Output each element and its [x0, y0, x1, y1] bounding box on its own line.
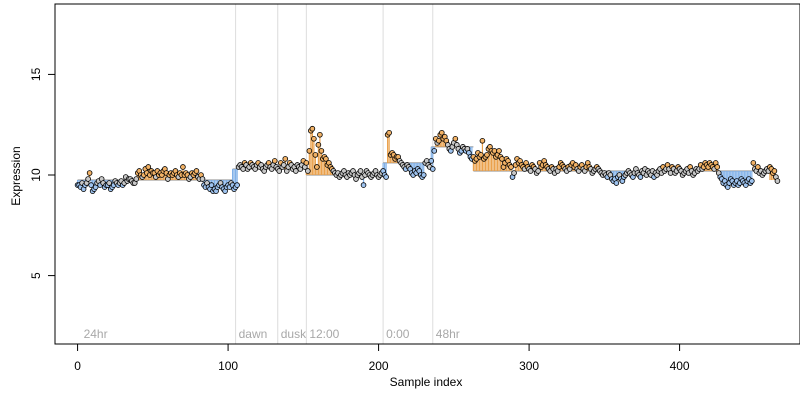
data-point — [774, 178, 781, 184]
data-point — [360, 182, 367, 188]
y-axis: 5 10 15 — [29, 67, 56, 279]
data-point — [479, 138, 486, 144]
data-point — [280, 162, 287, 168]
data-point — [208, 182, 215, 188]
data-point — [88, 182, 94, 188]
data-point — [438, 129, 445, 136]
x-tick-label: 0 — [74, 359, 81, 373]
x-axis: 0 100 200 300 400 — [74, 343, 690, 373]
phase-label: 0:00 — [386, 327, 410, 341]
data-point — [180, 164, 186, 170]
data-point — [315, 142, 322, 148]
data-point — [282, 156, 289, 162]
data-point — [85, 176, 91, 182]
phase-label: 48hr — [436, 327, 460, 341]
data-point — [317, 131, 323, 138]
data-point — [613, 180, 620, 186]
data-point — [386, 129, 392, 136]
data-point — [452, 135, 459, 142]
x-tick-label: 200 — [369, 359, 389, 373]
data-point — [276, 168, 283, 174]
x-tick-label: 400 — [670, 359, 690, 373]
data-point — [755, 164, 761, 170]
data-point — [527, 168, 534, 174]
data-point — [714, 164, 721, 170]
data-point — [429, 166, 436, 172]
y-axis-label: Expression — [9, 146, 23, 205]
data-point — [193, 168, 200, 174]
data-point — [428, 158, 435, 164]
data-point — [311, 135, 317, 142]
data-point — [357, 168, 364, 174]
data-point — [306, 148, 313, 154]
data-point — [318, 148, 325, 154]
data-point — [199, 176, 206, 182]
data-point — [431, 148, 438, 154]
phase-label: 24hr — [84, 327, 108, 341]
data-points — [74, 125, 781, 194]
x-tick-label: 300 — [519, 359, 539, 373]
data-point — [145, 164, 152, 170]
data-point — [771, 168, 778, 174]
data-point — [637, 174, 644, 180]
data-point — [508, 164, 514, 170]
y-tick-label: 5 — [29, 272, 43, 279]
data-point — [133, 176, 140, 182]
y-tick-label: 10 — [29, 168, 43, 182]
data-point — [511, 170, 517, 176]
data-point — [312, 152, 319, 158]
data-point — [303, 160, 310, 166]
phase-label: dusk — [281, 327, 307, 341]
data-point — [314, 164, 320, 170]
x-axis-label: Sample index — [390, 375, 463, 389]
data-point — [271, 158, 278, 164]
data-point — [749, 178, 755, 184]
data-point — [496, 148, 502, 154]
y-tick-label: 15 — [29, 67, 43, 81]
data-point — [305, 168, 311, 174]
data-point — [106, 180, 112, 186]
data-point — [293, 168, 299, 174]
data-point — [323, 156, 329, 162]
phase-label: dawn — [239, 327, 268, 341]
data-point — [535, 168, 541, 174]
data-point — [750, 160, 757, 166]
data-point — [435, 138, 442, 144]
data-point — [484, 152, 490, 158]
data-point — [309, 125, 316, 132]
data-point — [383, 174, 389, 180]
data-point — [234, 182, 240, 188]
data-point — [86, 170, 93, 176]
data-point — [478, 152, 484, 158]
phase-label: 12:00 — [309, 327, 339, 341]
data-point — [420, 172, 427, 178]
x-tick-label: 100 — [218, 359, 238, 373]
